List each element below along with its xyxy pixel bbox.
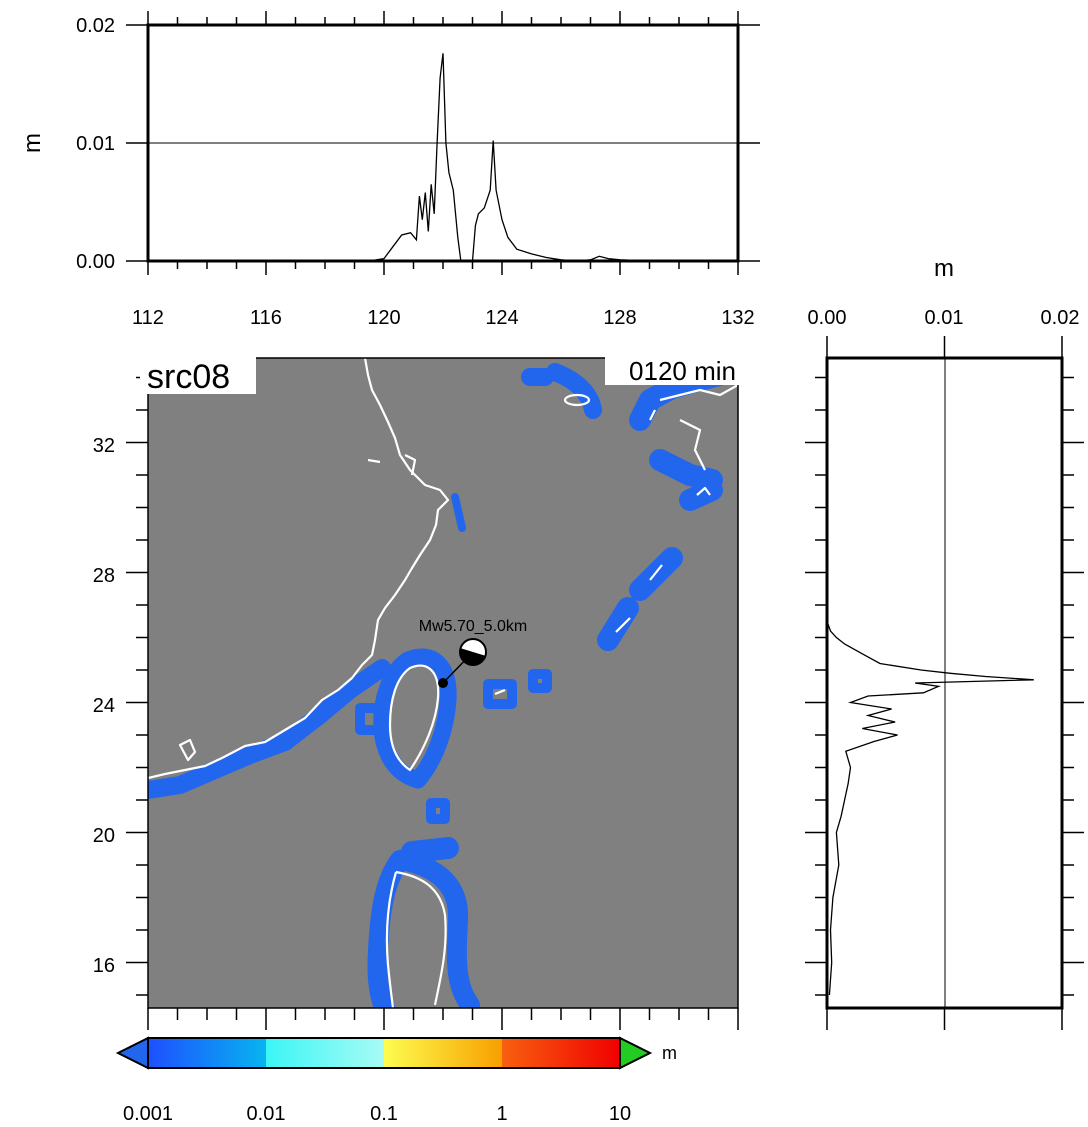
china-coastline <box>148 358 450 780</box>
right-xtick-label: 0.02 <box>1041 307 1080 329</box>
lon-tick-label: 128 <box>603 307 636 329</box>
map-panel: Mw5.70_5.0km 112 116 120 124 128 132 16 … <box>93 307 755 1030</box>
colorbar-tick-label: 10 <box>609 1103 631 1125</box>
event-label: Mw5.70_5.0km <box>419 618 528 635</box>
colorbar-segment <box>384 1038 502 1068</box>
colorbar-tick-label: 1 <box>496 1103 507 1125</box>
beachball-compression-quadrant <box>459 648 486 666</box>
colorbar-tick-label: 0.1 <box>370 1103 398 1125</box>
lon-tick-label: 116 <box>250 307 282 329</box>
top-profile-ylabel: m <box>19 133 46 153</box>
lat-tick-label: 24 <box>93 695 115 717</box>
src-label: src08 <box>147 358 230 396</box>
colorbar-over-triangle <box>619 1036 653 1070</box>
okinawa-coastline <box>615 617 631 633</box>
colorbar-tick-label: 0.001 <box>123 1103 173 1125</box>
src-label-box <box>140 356 256 394</box>
taiwan-wave-band <box>373 648 457 789</box>
time-label: 0120 min <box>629 356 736 386</box>
right-xtick-label: 0.00 <box>808 307 847 329</box>
top-profile-panel: 0.02 0.01 0.00 m <box>19 11 760 275</box>
korea-islands-wave-band <box>521 363 602 419</box>
luzon-coastline <box>385 870 447 1008</box>
zhoushan-wave-band <box>451 493 466 532</box>
colorbar-unit: m <box>662 1043 677 1063</box>
right-profile-line <box>826 621 1034 996</box>
taiwan-coastline <box>388 664 440 772</box>
right-profile-xlabel: m <box>934 255 954 282</box>
lon-tick-label: 132 <box>721 307 754 329</box>
islet-wave-band <box>426 798 450 824</box>
top-profile-ticks <box>126 11 760 275</box>
top-ytick-label: 0.01 <box>76 133 115 155</box>
tanegashima-coastline <box>696 486 711 496</box>
lat-tick-label: 28 <box>93 565 115 587</box>
right-profile-panel: 0.00 0.01 0.02 m <box>805 255 1084 1030</box>
top-ytick-label: 0.02 <box>76 15 115 37</box>
colorbar: m 0.001 0.01 0.1 1 10 <box>115 1036 677 1125</box>
miyako-wave-band <box>528 669 552 693</box>
lon-tick-label: 120 <box>367 307 400 329</box>
penghu-wave-band <box>355 703 385 735</box>
leizhou-coastline <box>178 738 197 762</box>
right-profile-ticks <box>805 336 1084 1030</box>
epicenter-marker <box>438 678 448 688</box>
map-ticks <box>126 376 739 1030</box>
jeju-coastline <box>563 393 591 407</box>
focal-mechanism: Mw5.70_5.0km <box>419 618 528 688</box>
colorbar-under-triangle <box>115 1036 149 1070</box>
estuary-coastline <box>367 454 417 476</box>
colorbar-segment <box>502 1038 620 1068</box>
map-content: Mw5.70_5.0km <box>148 358 738 1008</box>
china-coast-wave-band <box>148 659 391 799</box>
coastlines <box>148 358 738 1008</box>
wave-height-field <box>148 359 738 1008</box>
top-profile-line <box>148 53 738 262</box>
yaeyama-wave-band <box>483 679 517 709</box>
time-label-box <box>605 357 740 385</box>
amami-coastline <box>649 564 663 581</box>
iriomote-coastline <box>494 688 506 696</box>
lon-tick-label: 124 <box>485 307 518 329</box>
lat-tick-label: 16 <box>93 955 115 977</box>
batanes-wave-band <box>401 837 459 863</box>
top-ytick-label: 0.00 <box>76 251 115 273</box>
colorbar-segment <box>148 1038 266 1068</box>
colorbar-segment <box>266 1038 384 1068</box>
kyushu-coastline <box>649 384 738 471</box>
colorbar-tick-label: 0.01 <box>247 1103 286 1125</box>
lat-tick-label: 32 <box>93 435 115 457</box>
luzon-wave-band <box>367 850 480 1008</box>
lat-tick-label: 20 <box>93 825 115 847</box>
right-xtick-label: 0.01 <box>925 307 964 329</box>
lon-tick-label: 112 <box>132 307 164 329</box>
